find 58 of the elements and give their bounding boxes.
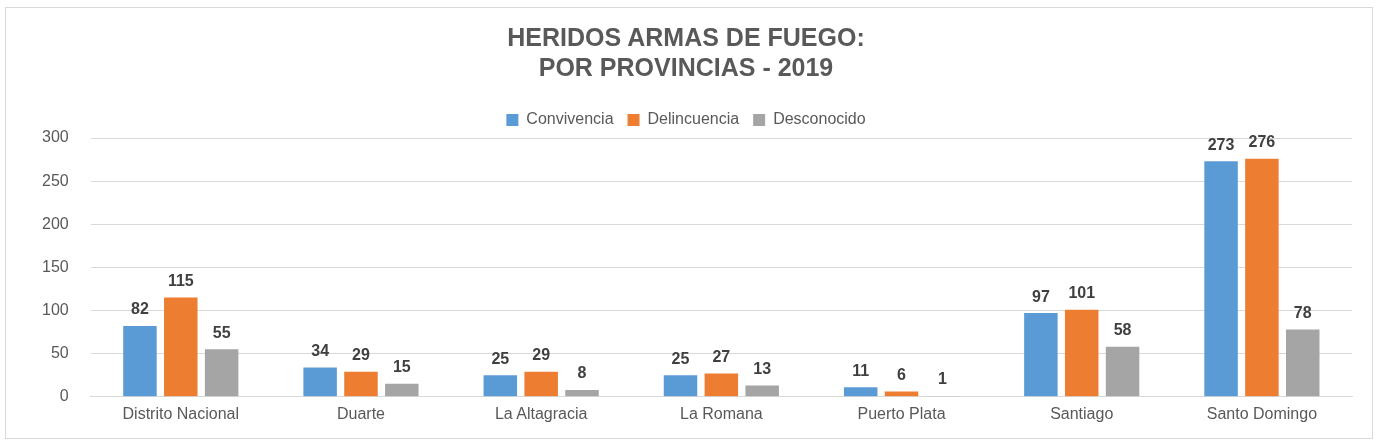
y-tick-label: 50 xyxy=(50,344,69,362)
bar xyxy=(164,297,198,397)
data-label: 13 xyxy=(753,359,772,377)
data-label: 29 xyxy=(532,346,551,364)
data-label: 8 xyxy=(577,364,587,382)
y-tick-label: 250 xyxy=(41,171,69,189)
data-label: 115 xyxy=(167,272,194,289)
y-tick-label: 150 xyxy=(41,257,69,275)
bar xyxy=(303,367,337,397)
y-tick-label: 100 xyxy=(41,300,69,318)
bar xyxy=(843,387,878,397)
data-label: 97 xyxy=(1031,287,1050,305)
data-label: 101 xyxy=(1068,284,1096,302)
x-tick-label: Duarte xyxy=(336,404,386,422)
bar xyxy=(1204,161,1238,397)
data-label: 273 xyxy=(1207,135,1235,153)
data-label: 25 xyxy=(491,349,510,367)
bar xyxy=(1245,158,1279,397)
bar xyxy=(663,375,698,397)
bar xyxy=(204,349,239,397)
data-label: 11 xyxy=(852,361,870,379)
data-label: 25 xyxy=(671,349,690,367)
data-label: 82 xyxy=(131,300,149,318)
data-label: 58 xyxy=(1113,321,1132,339)
y-tick-label: 300 xyxy=(41,128,69,146)
bar xyxy=(1286,329,1320,397)
bar xyxy=(123,326,157,397)
bar xyxy=(344,371,378,397)
bar xyxy=(1064,309,1099,397)
data-label: 1 xyxy=(937,370,947,388)
bar xyxy=(524,371,558,397)
x-tick-label: Santiago xyxy=(1050,404,1114,422)
y-tick-label: 200 xyxy=(41,214,69,232)
data-label: 34 xyxy=(311,341,330,359)
data-label: 78 xyxy=(1293,303,1312,321)
x-tick-label: La Altagracia xyxy=(494,404,588,422)
x-tick-label: La Romana xyxy=(679,404,763,422)
bar xyxy=(1105,346,1140,397)
bar xyxy=(1024,313,1058,397)
legend-label: Convivencia xyxy=(526,110,614,128)
x-tick-label: Puerto Plata xyxy=(857,404,946,422)
x-tick-label: Santo Domingo xyxy=(1206,404,1318,422)
bar xyxy=(745,385,779,397)
legend-label: Delincuencia xyxy=(647,110,740,128)
legend-label: Desconocido xyxy=(773,110,866,128)
x-tick-label: Distrito Nacional xyxy=(122,404,240,422)
bar xyxy=(385,383,419,397)
data-label: 55 xyxy=(212,323,231,341)
data-label: 6 xyxy=(897,366,907,384)
y-tick-label: 0 xyxy=(59,387,69,405)
bar xyxy=(483,375,518,397)
data-label: 29 xyxy=(352,346,370,364)
bar xyxy=(704,373,739,397)
bar xyxy=(565,389,599,397)
chart-title: HERIDOS ARMAS DE FUEGO: POR PROVINCIAS - 2019 xyxy=(507,22,865,81)
data-label: 27 xyxy=(712,347,731,365)
data-label: 15 xyxy=(392,358,411,376)
data-label: 276 xyxy=(1248,133,1276,151)
